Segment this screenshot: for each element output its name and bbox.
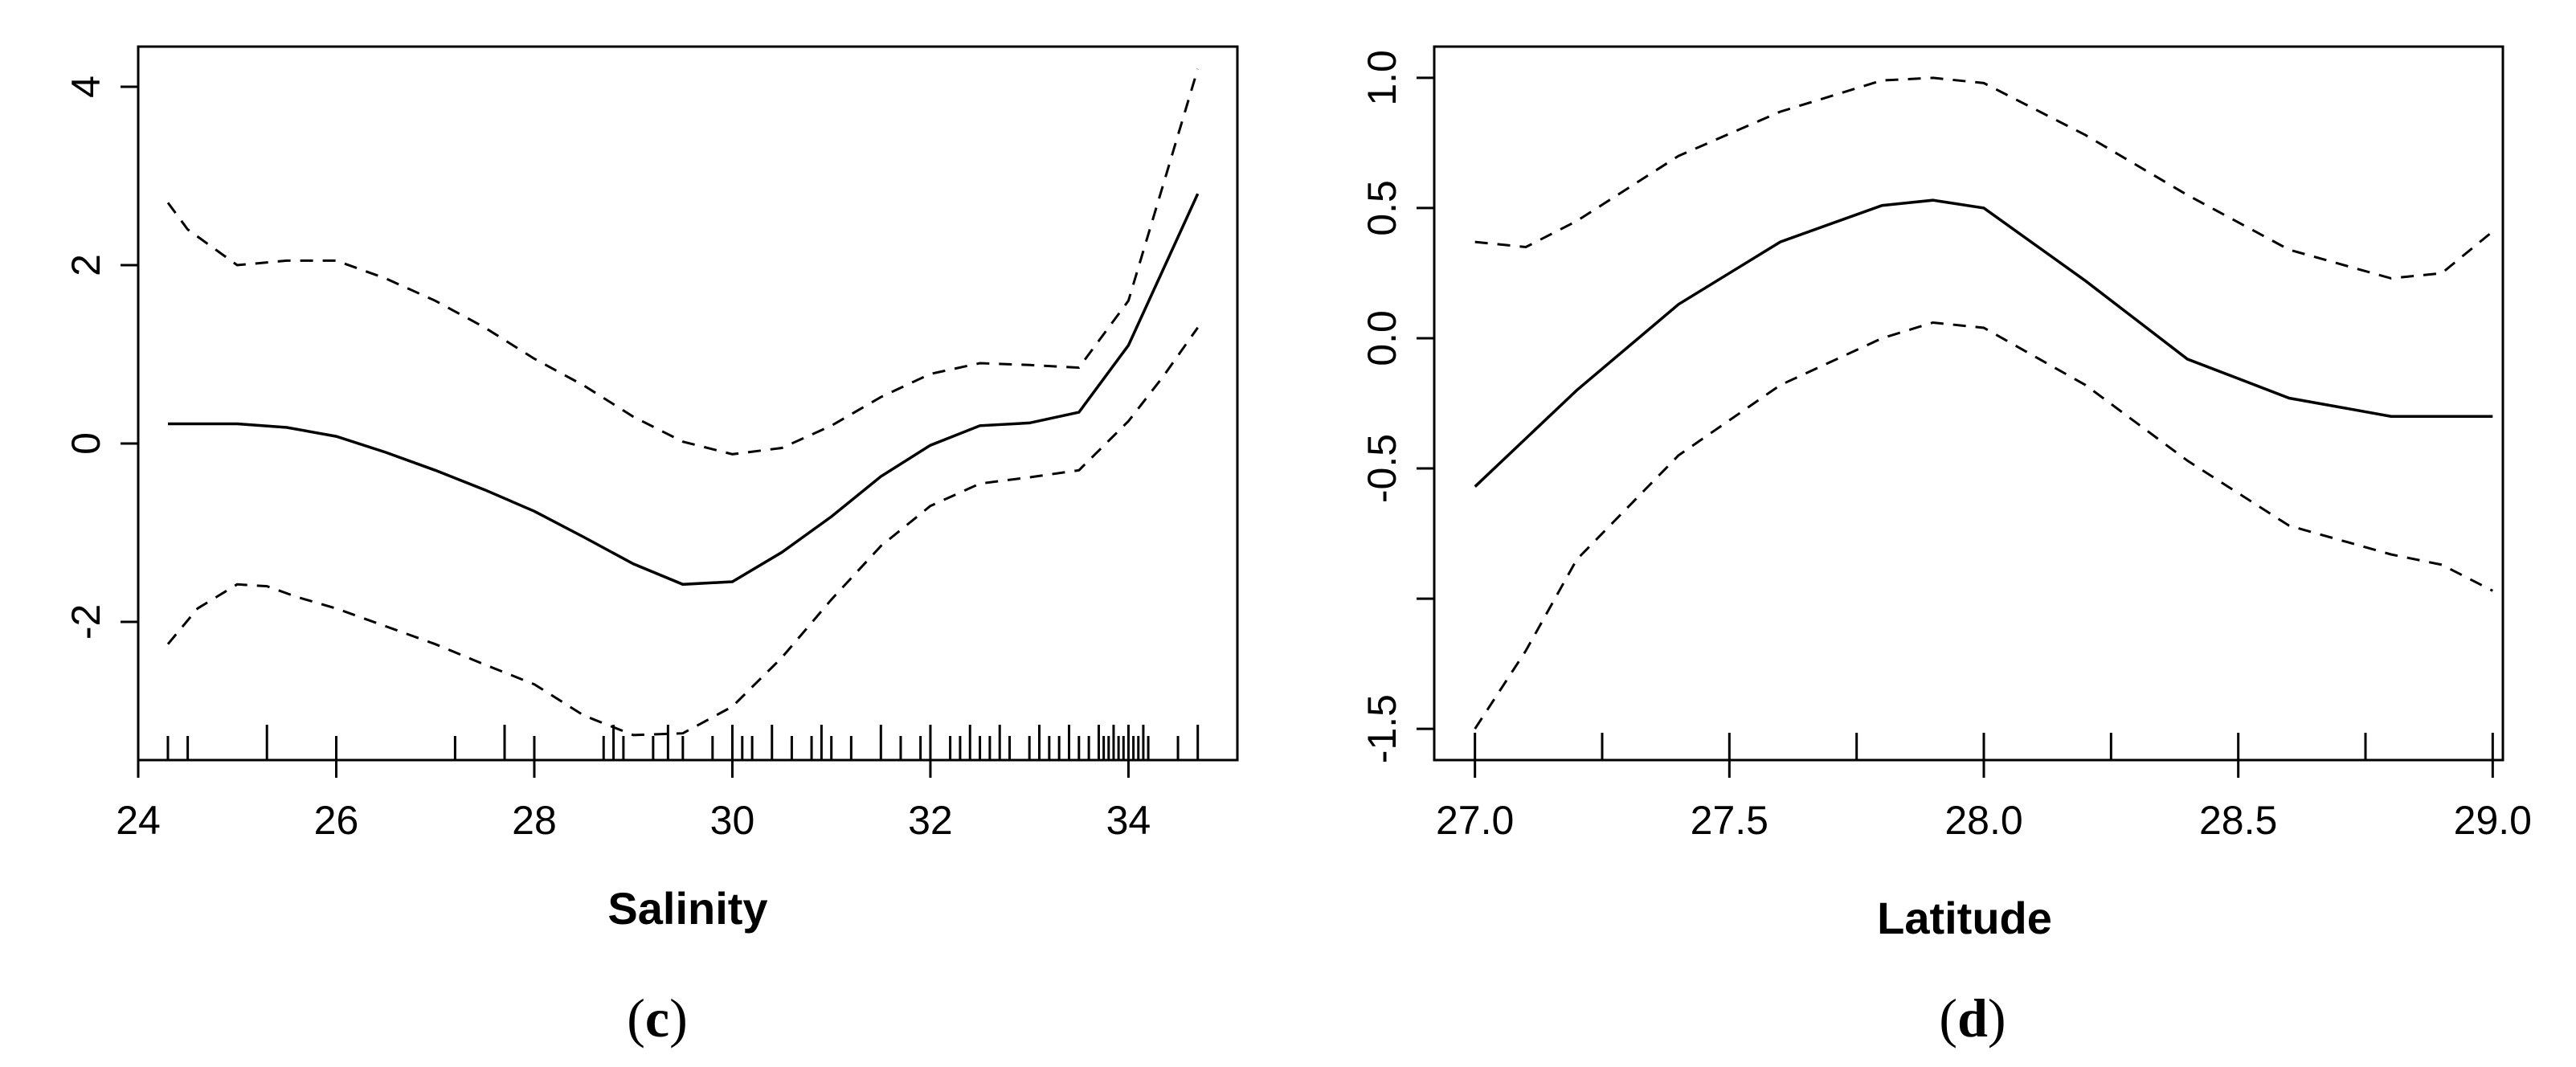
series-d (1474, 76, 2494, 730)
x-tick-label: 27.0 (1436, 798, 1514, 843)
x-tick-label: 28.0 (1944, 798, 2022, 843)
y-axis-c: -2 0 2 4 (63, 76, 138, 640)
y-tick-label: -2 (63, 604, 108, 640)
y-tick-label: -1.5 (1360, 694, 1405, 763)
plot-frame-d (1433, 45, 2504, 762)
panel-letter-c: c (645, 987, 669, 1049)
x-tick-label: 28.5 (2199, 798, 2277, 843)
x-tick-label: 32 (908, 798, 953, 843)
x-tick-label: 30 (710, 798, 755, 843)
panel-letter-d: d (1957, 987, 1988, 1049)
y-tick-label: 0.5 (1360, 180, 1405, 236)
x-axis-d: 27.0 27.5 28.0 28.5 29.0 (1436, 733, 2532, 843)
y-tick-label: 1.0 (1360, 50, 1405, 106)
lower-ci-line (1474, 321, 2493, 730)
x-tick-label: 27.5 (1691, 798, 1768, 843)
fit-line (168, 193, 1200, 587)
lower-ci-line (166, 326, 1199, 737)
x-axis-title-c: Salinity (607, 883, 767, 934)
x-tick-label: 24 (116, 798, 161, 843)
x-axis-title-d: Latitude (1877, 893, 2052, 943)
panel-label-c: (c) (627, 987, 688, 1049)
x-tick-label: 28 (512, 798, 557, 843)
panel-d: -1.5 -0.5 0.0 0.5 1.0 27.0 27.5 28.0 28.5 29.0 L… (1360, 45, 2532, 1049)
panel-label-d: (d) (1939, 987, 2006, 1049)
x-axis-c: 24 26 28 30 32 34 (116, 760, 1151, 843)
fit-line (1474, 198, 2493, 488)
upper-ci-line (166, 68, 1200, 456)
series-c (166, 68, 1200, 737)
y-axis-d: -1.5 -0.5 0.0 0.5 1.0 (1360, 50, 1434, 763)
y-tick-label: -0.5 (1360, 434, 1405, 503)
plot-frame-c (137, 45, 1239, 762)
upper-ci-line (1474, 76, 2494, 280)
x-tick-label: 29.0 (2454, 798, 2532, 843)
y-tick-label: 0.0 (1360, 310, 1405, 366)
x-tick-label: 34 (1106, 798, 1151, 843)
x-tick-label: 26 (314, 798, 359, 843)
y-tick-label: 2 (63, 254, 108, 276)
y-tick-label: 4 (63, 76, 108, 98)
rug-c (137, 725, 1200, 760)
y-tick-label: 0 (63, 432, 108, 455)
